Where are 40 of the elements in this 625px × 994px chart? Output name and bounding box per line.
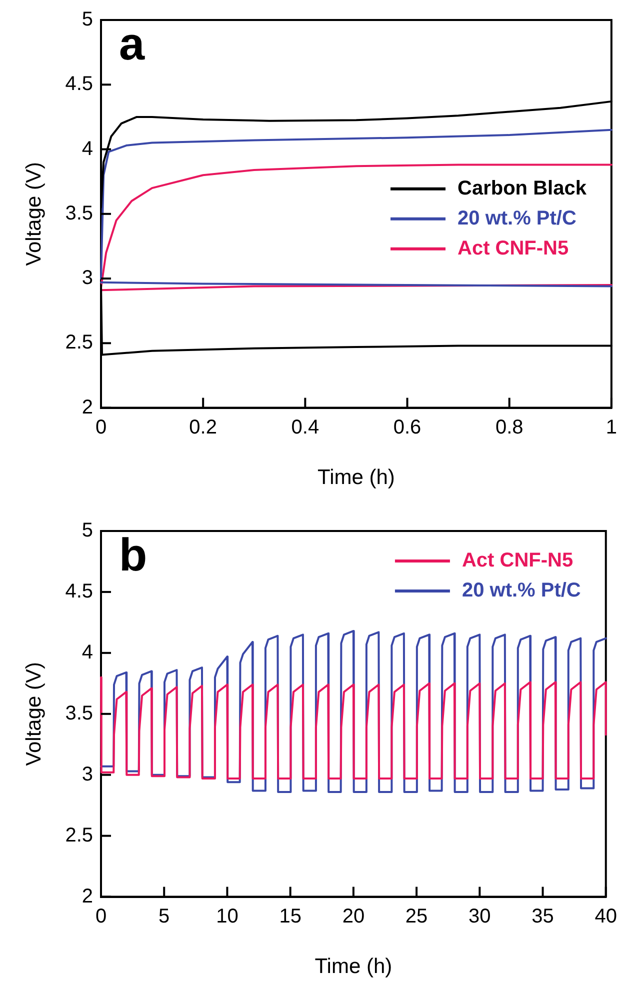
x-tick-label: 0.8 — [495, 416, 524, 438]
x-tick-label: 15 — [279, 905, 302, 928]
x-tick-label: 25 — [405, 905, 428, 928]
y-tick-label: 3 — [82, 763, 94, 786]
y-tick-label: 5 — [82, 520, 94, 542]
y-tick-label: 2 — [82, 396, 94, 418]
x-tick-label: 0 — [95, 416, 107, 438]
x-axis-title: Time (h) — [318, 466, 395, 490]
x-tick-label: 10 — [216, 905, 238, 928]
annotation: a — [119, 18, 146, 70]
x-tick-label: 0.2 — [189, 416, 217, 438]
x-axis-title: Time (h) — [314, 955, 392, 978]
y-tick-label: 3 — [82, 267, 94, 290]
y-tick-label: 3.5 — [65, 202, 94, 224]
y-tick-label: 4 — [82, 641, 94, 664]
y-tick-label: 2 — [82, 885, 94, 908]
legend-label: Act CNF-N5 — [458, 237, 569, 260]
x-tick-label: 0.6 — [393, 416, 422, 438]
x-tick-label: 5 — [158, 905, 170, 928]
x-tick-label: 0 — [95, 905, 107, 928]
y-tick-label: 2.5 — [65, 824, 94, 846]
y-axis-title: Voltage (V) — [22, 162, 46, 266]
y-tick-label: 4.5 — [65, 73, 94, 96]
y-tick-label: 3.5 — [65, 702, 94, 724]
y-tick-label: 5 — [82, 8, 94, 31]
x-tick-label: 35 — [532, 905, 554, 928]
legend-label: Act CNF-N5 — [462, 550, 574, 572]
y-axis-title: Voltage (V) — [22, 662, 46, 766]
y-tick-label: 4 — [82, 138, 94, 160]
x-tick-label: 40 — [594, 905, 617, 928]
annotation: b — [119, 528, 148, 581]
x-tick-label: 20 — [342, 905, 365, 928]
legend-label: 20 wt.% Pt/C — [462, 580, 581, 602]
y-tick-label: 4.5 — [65, 580, 94, 602]
x-tick-label: 1 — [606, 416, 617, 438]
legend-label: Carbon Black — [458, 177, 588, 200]
y-tick-label: 2.5 — [65, 332, 94, 354]
x-tick-label: 30 — [468, 905, 491, 928]
legend-label: 20 wt.% Pt/C — [458, 207, 576, 230]
x-tick-label: 0.4 — [291, 416, 320, 438]
